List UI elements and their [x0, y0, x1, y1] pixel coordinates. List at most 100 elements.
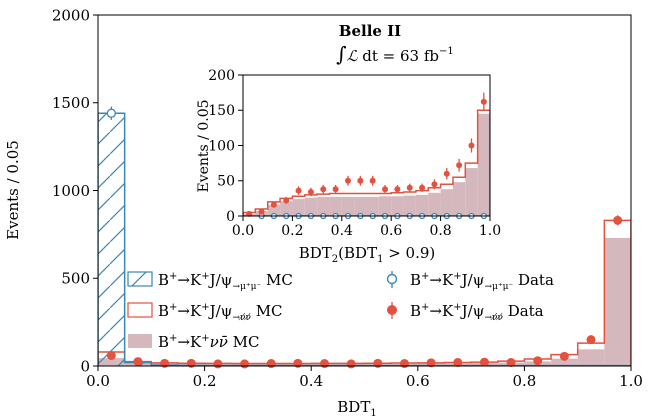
inset-x-tick-label: 0.8	[429, 223, 451, 239]
inset-nunu-data-point	[443, 170, 450, 177]
inset-y-tick-label: 50	[217, 174, 235, 190]
inset-nunu-data-point	[431, 181, 438, 188]
inset-y-tick-label: 150	[208, 103, 235, 119]
inset-y-axis-label: Events / 0.05	[196, 99, 212, 192]
legend-swatch-knunu-mc	[128, 334, 152, 348]
inset-nunu-data-point	[357, 177, 364, 184]
inset-nunu-data-point	[320, 186, 327, 193]
inset-x-tick-label: 1.0	[479, 223, 501, 239]
main-nunu-data-point	[293, 358, 303, 368]
legend-label-knunu-mc: B+→K+νν̄ MC	[158, 333, 259, 351]
legend-label-mumu-data: B+→K+J/ψ→μ⁺μ⁻ Data	[410, 271, 554, 292]
main-x-axis-label: BDT1	[337, 398, 376, 419]
main-nunu-data-point	[346, 359, 356, 369]
main-nunu-data-point	[586, 335, 596, 345]
main-x-tick-label: 0.8	[512, 372, 536, 390]
inset-nunu-data-point	[270, 201, 277, 208]
inset-y-tick-label: 100	[208, 138, 235, 154]
main-y-tick-label: 0	[80, 357, 90, 375]
main-nunu-data-point	[213, 359, 223, 369]
inset-filled-bar	[465, 168, 478, 216]
legend-item-mumu-mc: B+→K+J/ψ→μ⁺μ⁻ MC	[127, 271, 293, 292]
legend-item-knunu-mc: B+→K+νν̄ MC	[128, 333, 259, 351]
legend-swatch-mumu-mc	[127, 271, 153, 287]
inset-filled-bar	[366, 196, 379, 216]
inset-nunu-data-point	[307, 189, 314, 196]
main-x-tick-label: 0.4	[299, 372, 323, 390]
main-y-tick-label: 2000	[52, 6, 90, 24]
inset-filled-bar	[403, 195, 416, 216]
main-filled-bar	[604, 237, 631, 366]
inset-nunu-data-point	[468, 142, 475, 149]
inset-filled-bar	[415, 194, 429, 216]
inset-x-tick-label: 0.4	[331, 223, 353, 239]
inset-filled-bar	[391, 196, 404, 216]
main-nunu-data-point	[240, 359, 250, 369]
main-y-axis-label: Events / 0.05	[4, 140, 22, 240]
inset-filled-bar	[378, 196, 392, 216]
experiment-label: Belle II	[339, 22, 401, 40]
inset-nunu-data-point	[406, 184, 413, 191]
main-nunu-data-point	[133, 357, 143, 367]
main-nunu-data-point	[613, 215, 623, 225]
inset-x-tick-label: 0.0	[232, 223, 254, 239]
inset-filled-bar	[477, 113, 490, 216]
main-mumu-data-point	[106, 108, 116, 118]
main-filled-bar	[551, 358, 578, 366]
luminosity-label: ∫ℒ dt = 63 fb−1	[336, 42, 454, 66]
main-x-tick-label: 0.0	[86, 372, 110, 390]
main-nunu-data-point	[426, 358, 436, 368]
main-step-hatched-hatch-bar	[98, 113, 125, 366]
legend-marker-mumu-data	[386, 273, 398, 285]
main-nunu-data-point	[399, 359, 409, 369]
inset-y-tick-label: 0	[226, 209, 235, 225]
inset-filled-bar	[292, 199, 305, 216]
legend-item-mumu-data: B+→K+J/ψ→μ⁺μ⁻ Data	[386, 271, 554, 292]
inset-nunu-data-point	[480, 98, 487, 105]
main-step-line	[98, 219, 631, 366]
main-filled-bar	[577, 349, 605, 366]
inset-filled-bar	[317, 196, 330, 216]
main-nunu-data-point	[373, 358, 383, 368]
inset-x-tick-label: 0.6	[380, 223, 402, 239]
inset-filled-bar	[280, 201, 293, 216]
main-y-tick-label: 1000	[52, 182, 90, 200]
inset-filled-bar	[304, 197, 318, 216]
inset-y-tick-label: 200	[208, 68, 235, 84]
inset-nunu-data-point	[258, 208, 265, 215]
inset-nunu-data-point	[369, 177, 376, 184]
main-nunu-data-point	[479, 357, 489, 367]
inset-filled-bar	[341, 196, 355, 216]
main-nunu-data-point	[533, 356, 543, 366]
legend-label-nunu-mc: B+→K+J/ψ→ν̸ν̸ MC	[158, 302, 283, 323]
inset-x-tick-label: 0.2	[281, 223, 303, 239]
inset-filled-bar	[452, 182, 466, 216]
main-nunu-data-point	[266, 359, 276, 369]
inset-nunu-data-point	[394, 186, 401, 193]
main-nunu-data-point	[320, 359, 330, 369]
inset-filled-bar	[440, 189, 453, 216]
legend: B+→K+J/ψ→μ⁺μ⁻ MC B+→K+J/ψ→ν̸ν̸ MC B+→K+ν…	[127, 271, 554, 351]
inset-filled-bar	[428, 192, 441, 216]
main-y-tick-label: 500	[61, 270, 90, 288]
inset-nunu-data-point	[344, 177, 351, 184]
main-x-tick-label: 0.6	[406, 372, 430, 390]
main-nunu-data-point	[160, 358, 170, 368]
inset-nunu-data-point	[283, 197, 290, 204]
inset-nunu-data-point	[382, 186, 389, 193]
legend-label-mumu-mc: B+→K+J/ψ→μ⁺μ⁻ MC	[158, 271, 293, 292]
main-y-tick-label: 1500	[52, 94, 90, 112]
inset-nunu-data-point	[295, 187, 302, 194]
legend-swatch-nunu-mc	[127, 302, 153, 318]
legend-label-nunu-data: B+→K+J/ψ→ν̸ν̸ Data	[410, 302, 544, 323]
inset-filled-bar	[354, 196, 367, 216]
legend-item-nunu-data: B+→K+J/ψ→ν̸ν̸ Data	[387, 302, 544, 323]
inset-filled-bar	[329, 196, 342, 216]
main-nunu-data-point	[506, 357, 516, 367]
inset-nunu-data-point	[332, 186, 339, 193]
main-nunu-data-point	[186, 358, 196, 368]
main-x-tick-label: 0.2	[193, 372, 217, 390]
main-x-tick-label: 1.0	[619, 372, 643, 390]
